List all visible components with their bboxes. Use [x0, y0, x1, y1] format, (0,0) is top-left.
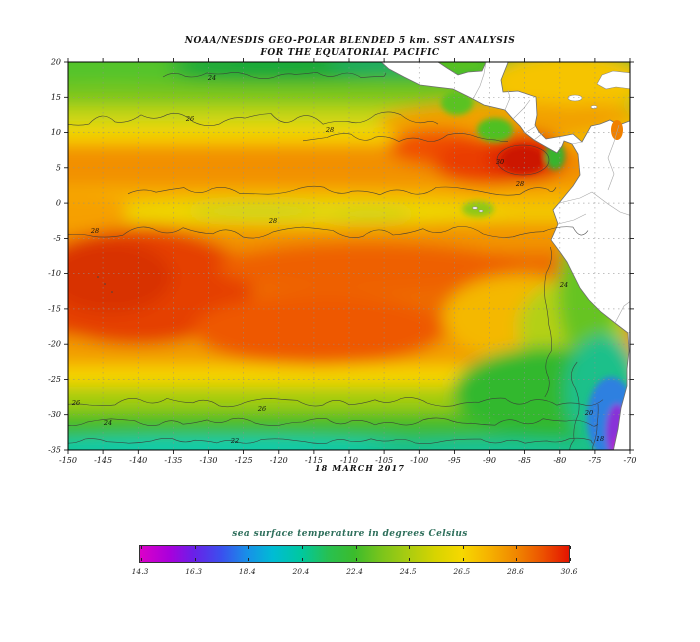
y-tick-label: 0 — [56, 199, 61, 208]
y-tick-label: -25 — [48, 375, 61, 384]
colorbar-tick-mark — [409, 558, 411, 561]
y-tick-label: -20 — [48, 340, 61, 349]
country-borders — [472, 62, 630, 334]
y-tick-label: 10 — [51, 128, 61, 137]
colorbar-tick-mark — [141, 558, 142, 561]
x-tick-label: -105 — [375, 456, 393, 465]
lat-lon-grid — [68, 62, 630, 450]
colorbar — [139, 545, 571, 563]
contour-label: 28 — [90, 227, 99, 235]
colorbar-tick-label: 30.6 — [560, 567, 578, 576]
contour-label: 20 — [584, 409, 593, 417]
colorbar-tick-label: 28.6 — [507, 567, 524, 576]
contour-label: 28 — [325, 126, 334, 134]
x-tick-label: -95 — [448, 456, 461, 465]
islands — [472, 70, 630, 213]
colorbar-tick-label: 24.5 — [399, 567, 417, 576]
colorbar-tick-mark — [570, 546, 571, 549]
x-tick-label: -100 — [410, 456, 428, 465]
x-tick-label: -140 — [129, 456, 147, 465]
contour-label: 28 — [515, 180, 524, 188]
x-tick-label: -115 — [305, 456, 323, 465]
contour-label: 30 — [496, 158, 504, 166]
colorbar-tick-mark — [248, 558, 250, 561]
x-tick-label: -145 — [94, 456, 112, 465]
colorbar-tick-label: 20.4 — [292, 567, 310, 576]
x-tick-label: -150 — [59, 456, 77, 465]
contour-label: 24 — [207, 74, 216, 82]
y-tick-label: -10 — [48, 269, 61, 278]
x-tick-label: -130 — [200, 456, 218, 465]
colorbar-tick-mark — [516, 546, 518, 549]
colorbar-tick-mark — [462, 546, 464, 549]
colorbar-tick-label: 18.4 — [238, 567, 256, 576]
colorbar-tick-mark — [301, 558, 303, 561]
x-tick-label: -70 — [624, 456, 637, 465]
x-tick-label: -110 — [340, 456, 358, 465]
colorbar-tick-mark — [194, 558, 196, 561]
contour-label: 18 — [596, 435, 604, 443]
sst-contours — [68, 71, 604, 450]
y-tick-label: 5 — [56, 163, 61, 172]
colorbar-tick-mark — [355, 546, 357, 549]
y-tick-label: -35 — [48, 446, 61, 455]
x-tick-label: -75 — [588, 456, 601, 465]
contour-label: 26 — [71, 399, 80, 407]
contour-label: 24 — [103, 419, 112, 427]
sst-map: 24 26 28 30 28 28 28 24 20 18 26 26 24 22 -150 -145 -140… — [48, 58, 636, 466]
colorbar-tick-label: 16.3 — [185, 567, 202, 576]
y-tick-label: 20 — [50, 58, 61, 67]
axis-ticks — [64, 58, 634, 454]
colorbar-tick-mark — [248, 546, 250, 549]
colorbar-tick-mark — [194, 546, 196, 549]
contour-labels: 24 26 28 30 28 28 28 24 20 18 26 26 24 22 — [71, 74, 604, 445]
date-annotation: 18 MARCH 2017 — [314, 463, 406, 473]
x-tick-label: -120 — [270, 456, 288, 465]
colorbar-tick-label: 26.5 — [453, 567, 471, 576]
colorbar-tick-mark — [462, 558, 464, 561]
x-tick-label: -80 — [553, 456, 566, 465]
contour-label: 26 — [257, 405, 266, 413]
x-tick-label: -90 — [483, 456, 496, 465]
y-tick-label: 15 — [51, 93, 61, 102]
x-tick-label: -135 — [164, 456, 182, 465]
contour-label: 24 — [559, 281, 568, 289]
x-axis-labels: -150 -145 -140 -135 -130 -125 -120 -115 -110 -105… — [59, 456, 636, 465]
figure-title: NOAA/NESDIS GEO-POLAR BLENDED 5 km. SST … — [0, 35, 700, 59]
title-line-2: FOR THE EQUATORIAL PACIFIC — [260, 48, 440, 59]
colorbar-tick-label: 14.3 — [131, 567, 149, 576]
colorbar-title: sea surface temperature in degrees Celsi… — [232, 529, 468, 539]
colorbar-tick-mark — [301, 546, 303, 549]
y-tick-label: -30 — [48, 410, 61, 419]
lake-maracaibo-sst — [611, 120, 623, 140]
title-line-1: NOAA/NESDIS GEO-POLAR BLENDED 5 km. SST … — [184, 36, 516, 46]
y-tick-label: -5 — [53, 234, 61, 243]
small-island-dots — [97, 276, 113, 293]
colorbar-tick-mark — [409, 546, 411, 549]
colorbar-tick-label: 22.4 — [346, 567, 363, 576]
contour-label: 26 — [185, 115, 194, 123]
y-axis-labels: 20 15 10 5 0 -5 -10 -15 -20 -25 -30 -35 — [48, 58, 61, 455]
colorbar-tick-mark — [516, 558, 518, 561]
y-tick-label: -15 — [48, 304, 61, 313]
x-tick-label: -85 — [518, 456, 531, 465]
contour-label: 28 — [268, 217, 277, 225]
colorbar-tick-mark — [141, 546, 142, 549]
colorbar-tick-labels: 14.3 16.3 18.4 20.4 22.4 24.5 26.5 28.6 30.6 — [132, 567, 578, 579]
contour-label: 22 — [230, 437, 239, 445]
colorbar-tick-mark — [570, 558, 571, 561]
colorbar-tick-mark — [355, 558, 357, 561]
x-tick-label: -125 — [235, 456, 253, 465]
